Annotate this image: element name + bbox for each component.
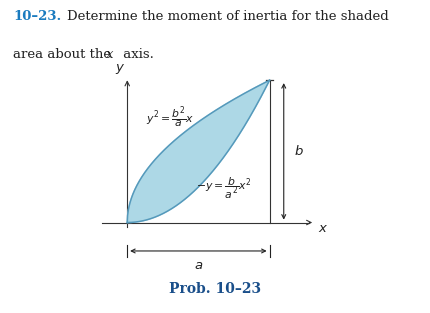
Polygon shape xyxy=(127,80,269,223)
Text: x: x xyxy=(105,48,113,61)
Text: $b$: $b$ xyxy=(293,144,303,158)
Text: $-y = \dfrac{b}{a^2}x^2$: $-y = \dfrac{b}{a^2}x^2$ xyxy=(195,176,250,201)
Text: axis.: axis. xyxy=(118,48,153,61)
Text: Determine the moment of inertia for the shaded: Determine the moment of inertia for the … xyxy=(67,10,388,23)
Text: $y$: $y$ xyxy=(115,62,125,76)
Text: area about the: area about the xyxy=(13,48,115,61)
Text: $x$: $x$ xyxy=(317,222,327,235)
Text: $y^2 = \dfrac{b^2}{a}x$: $y^2 = \dfrac{b^2}{a}x$ xyxy=(145,104,194,130)
Text: Prob. 10–23: Prob. 10–23 xyxy=(169,282,261,296)
Text: $a$: $a$ xyxy=(194,259,203,272)
Text: 10–23.: 10–23. xyxy=(13,10,61,23)
